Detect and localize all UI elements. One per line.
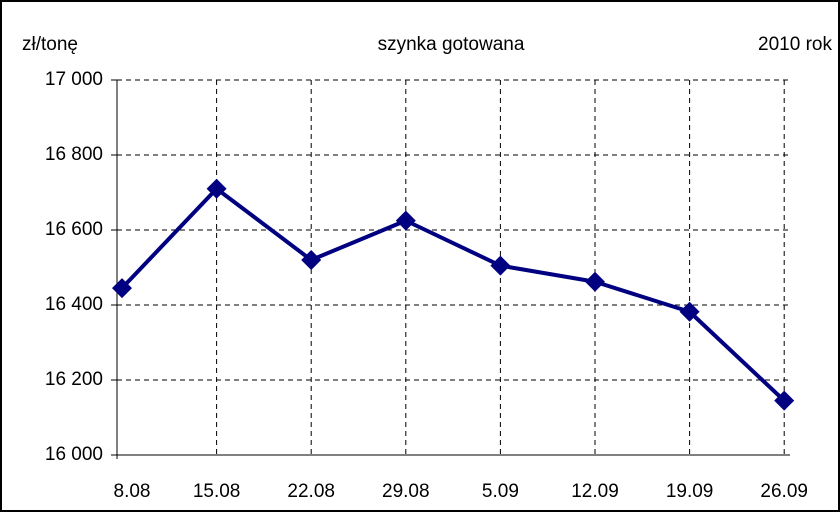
x-tick-label: 8.08: [114, 481, 151, 502]
annotation: 2010 rok: [758, 34, 832, 55]
x-tick-label: 22.08: [287, 481, 335, 502]
y-tick-label: 16 000: [45, 444, 103, 465]
y-tick-label: 16 600: [45, 219, 103, 240]
data-marker: [490, 255, 511, 276]
data-marker: [395, 210, 416, 231]
chart-title: szynka gotowana: [378, 34, 525, 55]
data-marker: [585, 271, 605, 292]
data-marker: [112, 278, 132, 299]
data-line: [120, 186, 786, 403]
y-tick-label: 17 000: [45, 69, 103, 90]
x-tick-label: 19.09: [666, 481, 714, 502]
data-marker: [679, 301, 700, 322]
y-tick-label: 16 200: [45, 369, 103, 390]
x-tick-label: 26.09: [760, 481, 808, 502]
x-tick-label: 5.09: [482, 481, 519, 502]
y-tick-label: 16 400: [45, 294, 103, 315]
data-marker: [206, 178, 227, 199]
x-tick-label: 12.09: [571, 481, 619, 502]
data-marker: [301, 250, 322, 270]
x-tick-label: 29.08: [382, 481, 430, 502]
data-marker: [774, 390, 795, 411]
y-tick-label: 16 800: [45, 144, 103, 165]
x-tick-label: 15.08: [193, 481, 241, 502]
y-axis-label: zł/tonę: [22, 34, 78, 55]
